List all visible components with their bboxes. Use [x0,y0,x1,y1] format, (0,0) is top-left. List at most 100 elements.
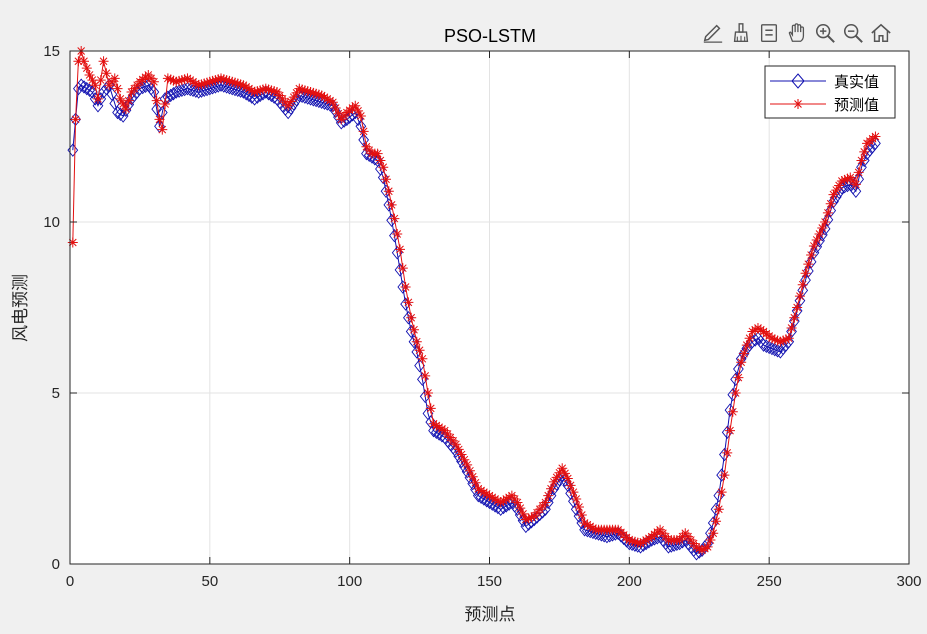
data-point-star [218,74,229,85]
data-point-diamond [772,344,783,358]
data-point-star [725,425,736,436]
data-point-diamond [81,81,93,96]
data-point-star [210,75,221,86]
data-point-star [814,228,825,239]
data-point-star [515,503,526,514]
data-point-star [291,87,302,98]
data-point-star [269,86,280,97]
data-point-diamond [358,133,370,147]
x-tick-label: 250 [757,573,782,590]
data-point-star [766,333,777,344]
data-point-star [495,497,506,508]
data-point-star [84,69,95,80]
data-point-star [98,56,109,67]
data-point-star [711,516,722,527]
data-point-star [789,312,800,323]
y-tick-label: 10 [43,214,60,231]
data-point-star [820,217,831,227]
data-point-star [297,84,308,95]
data-point-star [431,420,442,431]
data-point-star [490,494,501,505]
data-point-star [806,250,817,261]
data-point-star [288,92,299,103]
data-point-star [241,81,252,92]
data-point-star [464,465,475,476]
data-point-star [565,480,576,491]
data-point-star [459,454,470,465]
data-point-star [576,509,587,520]
zoom-out-icon[interactable] [840,20,866,46]
brush-icon[interactable] [728,20,754,46]
data-point-star [786,323,797,334]
data-point-star [817,222,828,233]
data-point-star [230,77,241,88]
data-point-star [484,490,495,501]
data-point-star [769,334,780,345]
pan-hand-icon[interactable] [784,20,810,46]
data-point-diamond [170,85,182,99]
data-point-star [260,83,271,94]
data-point-star [783,333,794,344]
legend[interactable]: 真实值 预测值 [764,65,896,119]
data-point-star [434,422,445,433]
data-point-star [526,512,537,523]
data-point-star [316,90,327,101]
data-point-star [836,175,847,186]
data-point-star [249,87,260,98]
data-point-star [853,167,864,178]
data-point-star [319,92,330,103]
data-point-star [571,494,582,505]
x-tick-label: 150 [477,573,502,590]
data-point-star [112,83,123,94]
edit-icon[interactable] [700,20,726,46]
data-point-star [386,199,397,210]
data-point-star [406,312,417,323]
data-point-star [283,100,294,111]
data-point-star [859,146,870,157]
data-point-star [408,324,419,335]
zoom-in-icon[interactable] [812,20,838,46]
data-point-star [548,476,559,487]
data-point-star [375,155,386,166]
data-point-star [417,353,428,364]
x-tick-label: 200 [617,573,642,590]
data-point-diamond [788,314,800,328]
data-point-star [504,492,515,503]
data-point-star [238,80,249,91]
data-point-diamond [114,107,126,121]
data-point-star [160,99,171,110]
data-point-star [378,162,389,173]
data-point-star [313,89,324,100]
data-point-star [73,56,84,67]
data-point-star [383,186,394,197]
data-point-star [397,263,408,274]
data-point-star [736,357,747,368]
data-point-star [350,100,361,111]
x-tick-label: 0 [66,573,74,590]
data-tips-icon[interactable] [756,20,782,46]
y-tick-label: 15 [43,43,60,60]
data-point-diamond [769,342,781,357]
y-tick-label: 0 [52,556,60,573]
home-icon[interactable] [868,20,894,46]
data-point-star [811,234,822,245]
data-point-star [456,449,467,460]
data-point-star [699,543,710,554]
data-point-star [330,103,341,113]
data-point-star [196,79,207,90]
data-point-star [635,538,646,549]
data-point-star [719,470,730,481]
data-point-diamond [112,105,123,120]
data-point-star [123,95,134,106]
data-point-diamond [173,84,185,98]
data-point-star [246,85,257,96]
data-point-star [641,535,652,546]
data-point-star [691,541,702,552]
data-point-star [353,105,364,116]
data-point-star [227,76,238,87]
data-point-diamond [850,184,862,198]
data-point-star [202,77,213,88]
data-point-star [808,240,819,251]
data-point-star [221,75,232,86]
